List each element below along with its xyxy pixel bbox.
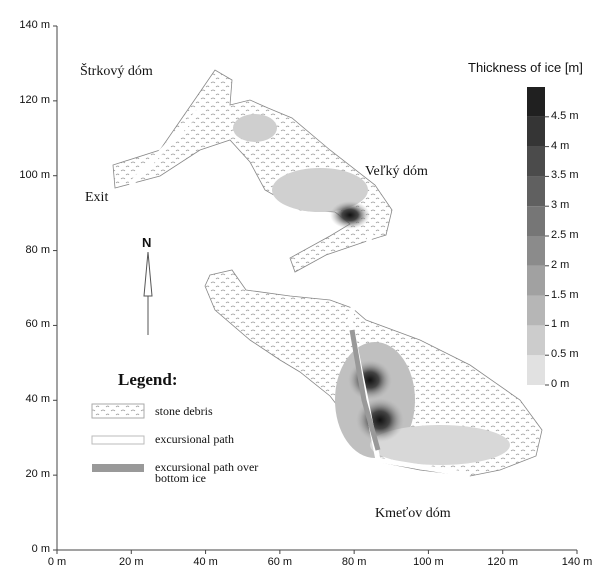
x-tick-label: 40 m <box>176 556 236 568</box>
place-label: Kmeťov dóm <box>375 506 451 522</box>
x-tick-label: 120 m <box>473 556 533 568</box>
ice <box>330 201 370 229</box>
x-tick-label: 60 m <box>250 556 310 568</box>
axes <box>53 26 577 554</box>
colorbar-tick-label: 3.5 m <box>551 169 579 181</box>
colorbar-band <box>527 325 545 355</box>
colorbar-tick-label: 1 m <box>551 318 569 330</box>
colorbar-tick-label: 2.5 m <box>551 229 579 241</box>
x-tick-label: 140 m <box>547 556 604 568</box>
map-figure: Thickness of ice [m] Štrkový dóm Exit Ve… <box>0 0 604 573</box>
x-tick-label: 80 m <box>324 556 384 568</box>
map <box>0 0 604 573</box>
colorbar-band <box>527 147 545 177</box>
colorbar <box>527 87 549 385</box>
x-tick-label: 100 m <box>398 556 458 568</box>
colorbar-title: Thickness of ice [m] <box>468 60 583 75</box>
y-tick-label: 20 m <box>26 468 50 480</box>
colorbar-tick-label: 0 m <box>551 378 569 390</box>
north-label: N <box>142 235 151 250</box>
ice <box>348 360 392 400</box>
colorbar-band <box>527 206 545 236</box>
colorbar-band <box>527 296 545 326</box>
legend-item: excursional path over bottom ice <box>155 462 295 484</box>
colorbar-tick-label: 2 m <box>551 259 569 271</box>
colorbar-tick-label: 1.5 m <box>551 289 579 301</box>
colorbar-band <box>527 117 545 147</box>
y-tick-label: 40 m <box>26 393 50 405</box>
y-tick-label: 60 m <box>26 318 50 330</box>
colorbar-tick-label: 0.5 m <box>551 348 579 360</box>
place-label: Veľký dóm <box>365 164 428 180</box>
y-tick-label: 80 m <box>26 244 50 256</box>
colorbar-band <box>527 236 545 266</box>
colorbar-tick-label: 4 m <box>551 140 569 152</box>
north-arrow <box>144 252 152 335</box>
cave-upper <box>113 70 392 272</box>
colorbar-band <box>527 176 545 206</box>
legend-item: excursional path <box>155 432 234 447</box>
y-tick-label: 0 m <box>32 543 50 555</box>
legend-title: Legend: <box>118 370 178 390</box>
y-tick-label: 140 m <box>19 19 50 31</box>
y-tick-label: 120 m <box>19 94 50 106</box>
ice <box>233 114 277 142</box>
colorbar-band <box>527 266 545 296</box>
colorbar-tick-label: 4.5 m <box>551 110 579 122</box>
legend-item: stone debris <box>155 404 213 419</box>
x-tick-label: 20 m <box>101 556 161 568</box>
colorbar-tick-label: 3 m <box>551 199 569 211</box>
colorbar-band <box>527 87 545 117</box>
colorbar-band <box>527 355 545 385</box>
place-label: Štrkový dóm <box>80 64 153 80</box>
place-label: Exit <box>85 190 108 206</box>
legend-symbols <box>92 404 144 472</box>
y-tick-label: 100 m <box>19 169 50 181</box>
x-tick-label: 0 m <box>27 556 87 568</box>
